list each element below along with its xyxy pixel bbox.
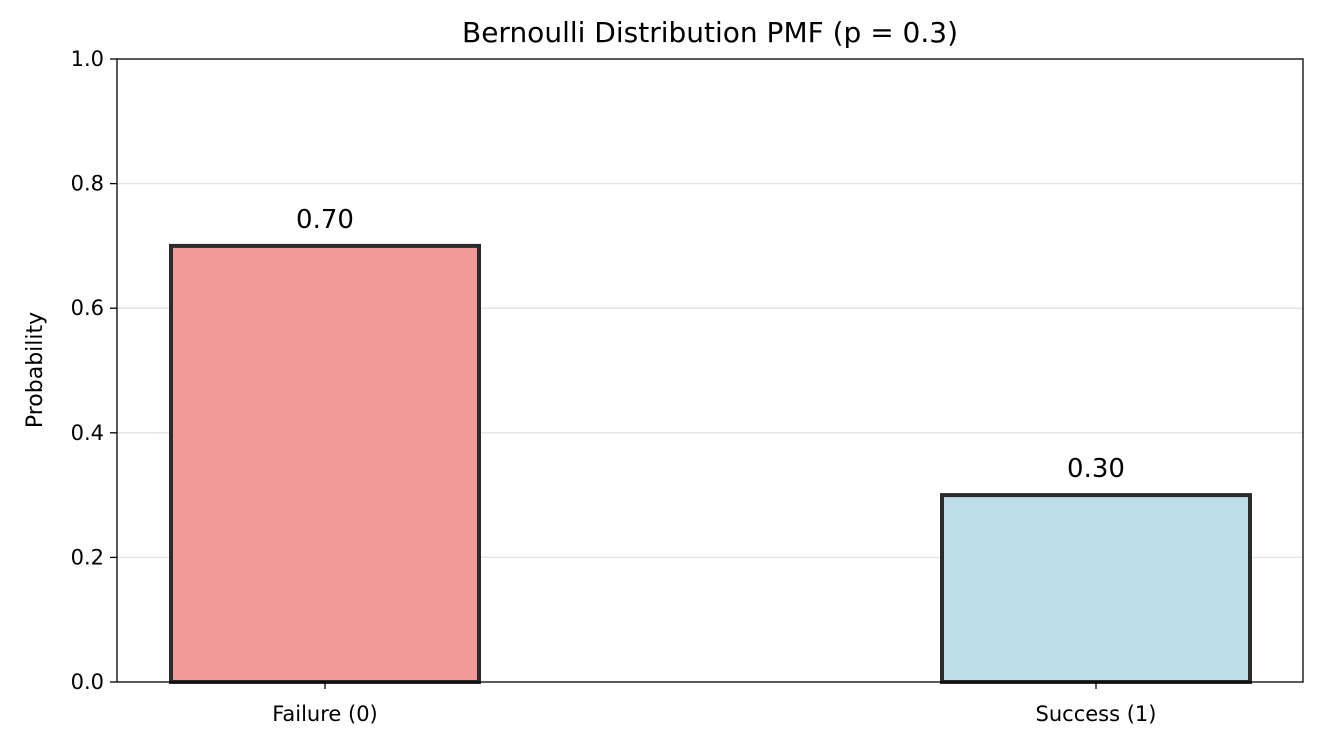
y-tick-label: 0.2 — [71, 545, 104, 569]
bar-value-label: 0.70 — [296, 205, 354, 235]
x-tick-label: Success (1) — [1036, 702, 1157, 726]
plot-frame — [116, 58, 1304, 683]
bar-0 — [169, 243, 481, 684]
bar-value-label: 0.30 — [1067, 454, 1125, 484]
x-tick-label: Failure (0) — [272, 702, 378, 726]
y-axis-label: Probability — [23, 312, 48, 428]
chart-title: Bernoulli Distribution PMF (p = 0.3) — [462, 16, 958, 49]
tick-layer: 0.0 0.2 0.4 0.6 0.8 1.0 Failure (0) Success (1) — [71, 47, 1157, 726]
y-tick-label: 0.4 — [71, 421, 104, 445]
bar-1 — [940, 493, 1252, 684]
y-tick-label: 0.8 — [71, 172, 104, 196]
y-tick-label: 0.6 — [71, 296, 104, 320]
y-tick-label: 0.0 — [71, 670, 104, 694]
y-tick-label: 1.0 — [71, 47, 104, 71]
